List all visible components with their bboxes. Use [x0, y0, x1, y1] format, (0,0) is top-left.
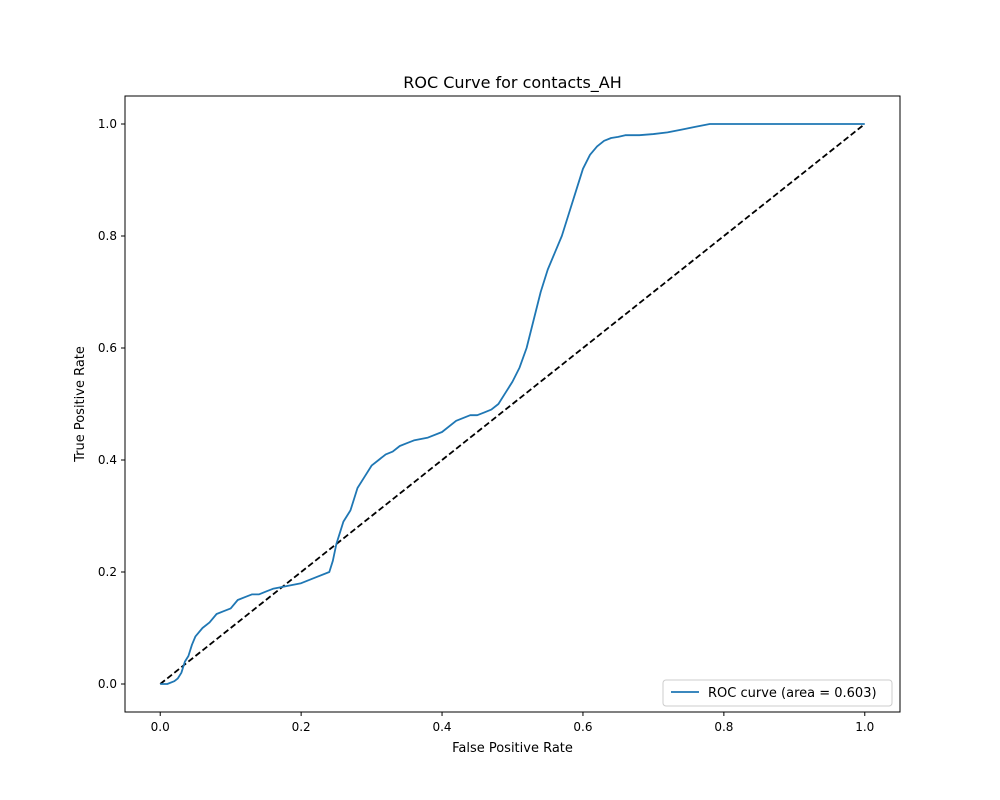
chart-title: ROC Curve for contacts_AH: [403, 73, 622, 93]
x-tick-label: 1.0: [855, 720, 874, 734]
series-layer: [159, 123, 866, 685]
y-axis-label: True Positive Rate: [73, 346, 88, 463]
x-tick-label: 0.8: [714, 720, 733, 734]
y-tick-label: 0.6: [98, 341, 117, 355]
x-tick-label: 0.4: [432, 720, 451, 734]
y-tick-label: 0.4: [98, 453, 117, 467]
y-tick-label: 0.8: [98, 229, 117, 243]
y-ticks: 0.0 0.2 0.4 0.6 0.8 1.0: [98, 117, 125, 691]
y-tick-label: 0.0: [98, 677, 117, 691]
legend: ROC curve (area = 0.603): [662, 679, 893, 707]
legend-box: [662, 679, 893, 707]
x-ticks: 0.0 0.2 0.4 0.6 0.8 1.0: [151, 712, 874, 734]
chance-diagonal-line: [159, 123, 866, 685]
x-axis-label: False Positive Rate: [452, 741, 573, 756]
roc-curve-line: [160, 123, 865, 685]
y-tick-label: 1.0: [98, 117, 117, 131]
plot-frame: [124, 95, 901, 713]
y-tick-label: 0.2: [98, 565, 117, 579]
x-tick-label: 0.2: [292, 720, 311, 734]
x-tick-label: 0.0: [151, 720, 170, 734]
x-tick-label: 0.6: [573, 720, 592, 734]
legend-label-roc: ROC curve (area = 0.603): [708, 686, 877, 701]
